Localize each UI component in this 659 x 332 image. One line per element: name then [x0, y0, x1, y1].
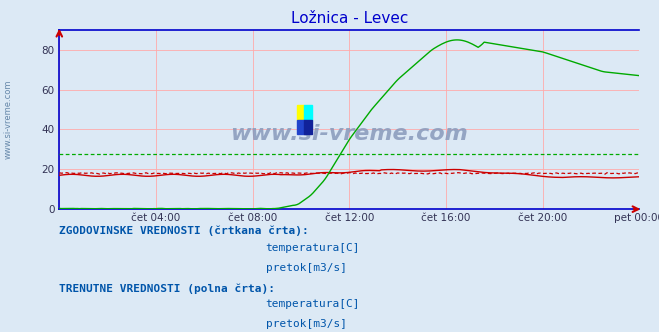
Bar: [297, 105, 304, 120]
Bar: [304, 120, 312, 134]
Text: pretok[m3/s]: pretok[m3/s]: [266, 263, 347, 273]
Text: temperatura[C]: temperatura[C]: [266, 299, 360, 309]
Text: temperatura[C]: temperatura[C]: [266, 243, 360, 253]
Bar: [297, 120, 304, 134]
Text: www.si-vreme.com: www.si-vreme.com: [4, 80, 13, 159]
Bar: [304, 105, 312, 120]
Text: TRENUTNE VREDNOSTI (polna črta):: TRENUTNE VREDNOSTI (polna črta):: [59, 284, 275, 294]
Text: pretok[m3/s]: pretok[m3/s]: [266, 319, 347, 329]
Text: ZGODOVINSKE VREDNOSTI (črtkana črta):: ZGODOVINSKE VREDNOSTI (črtkana črta):: [59, 225, 309, 236]
Title: Ložnica - Levec: Ložnica - Levec: [291, 11, 408, 26]
Text: www.si-vreme.com: www.si-vreme.com: [231, 124, 468, 144]
